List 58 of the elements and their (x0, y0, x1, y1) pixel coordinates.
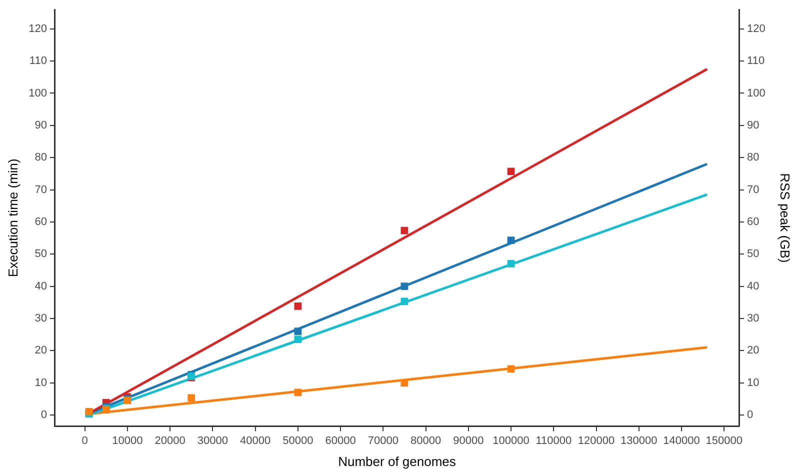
point (507, 365, 515, 373)
y-tick-label: 70 (34, 184, 47, 196)
x-tick-label: 30000 (197, 434, 228, 447)
y2-tick-label: 80 (747, 152, 760, 164)
x-tick-label: 10000 (112, 434, 143, 447)
x-tick-label: 80000 (410, 434, 442, 447)
x-tick-label: 140000 (663, 434, 700, 447)
point (400, 298, 408, 306)
y2-tick-label: 90 (747, 119, 760, 132)
y-tick-label: 10 (34, 376, 47, 389)
point (507, 260, 515, 268)
x-tick-label: 130000 (620, 434, 658, 447)
point (400, 226, 408, 234)
y-tick-label: 50 (34, 248, 47, 260)
y-tick-label: 120 (28, 22, 47, 35)
point (507, 236, 515, 244)
y2-tick-label: 0 (747, 408, 754, 421)
y2-tick-label: 120 (747, 22, 766, 35)
y-tick-label: 80 (34, 152, 47, 164)
point (294, 336, 302, 344)
y2-tick-label: 110 (747, 55, 765, 68)
y2-tick-label: 30 (747, 312, 760, 324)
x-tick-label: 50000 (282, 434, 314, 447)
x-tick-label: 40000 (240, 434, 271, 447)
point (294, 328, 302, 335)
y-tick-label: 90 (34, 119, 47, 132)
x-tick-label: 70000 (368, 434, 398, 447)
y2-tick-label: 70 (747, 184, 760, 196)
x-tick-label: 90000 (453, 434, 484, 447)
y-tick-label: 20 (34, 344, 47, 357)
x-axis-title: Number of genomes (338, 454, 456, 469)
point (188, 394, 196, 402)
y-tick-label: 0 (40, 408, 47, 421)
point (400, 282, 408, 290)
y-tick-label: 30 (34, 312, 47, 324)
x-tick-label: 0 (82, 434, 88, 447)
y2-axis-title: RSS peak (GB) (778, 173, 793, 263)
y2-tick-label: 40 (747, 280, 760, 292)
x-tick-label: 20000 (154, 434, 186, 447)
y-axis-title: Execution time (min) (5, 158, 20, 278)
x-tick-label: 110000 (536, 434, 572, 447)
x-tick-label: 60000 (325, 434, 356, 447)
y-tick-label: 100 (28, 87, 47, 100)
point (294, 388, 302, 396)
y2-tick-label: 20 (747, 344, 760, 357)
y-tick-label: 40 (34, 280, 47, 292)
y2-tick-label: 10 (747, 376, 760, 389)
y2-tick-label: 100 (747, 87, 766, 100)
x-tick-label: 120000 (578, 434, 615, 447)
point (294, 302, 302, 310)
x-tick-label: 100000 (492, 434, 530, 447)
y-tick-label: 60 (34, 216, 47, 228)
y2-tick-label: 50 (747, 248, 760, 260)
point (400, 379, 408, 386)
point (507, 168, 515, 176)
y-tick-label: 110 (29, 55, 47, 68)
y2-tick-label: 60 (747, 216, 760, 228)
x-tick-label: 150000 (706, 434, 742, 447)
